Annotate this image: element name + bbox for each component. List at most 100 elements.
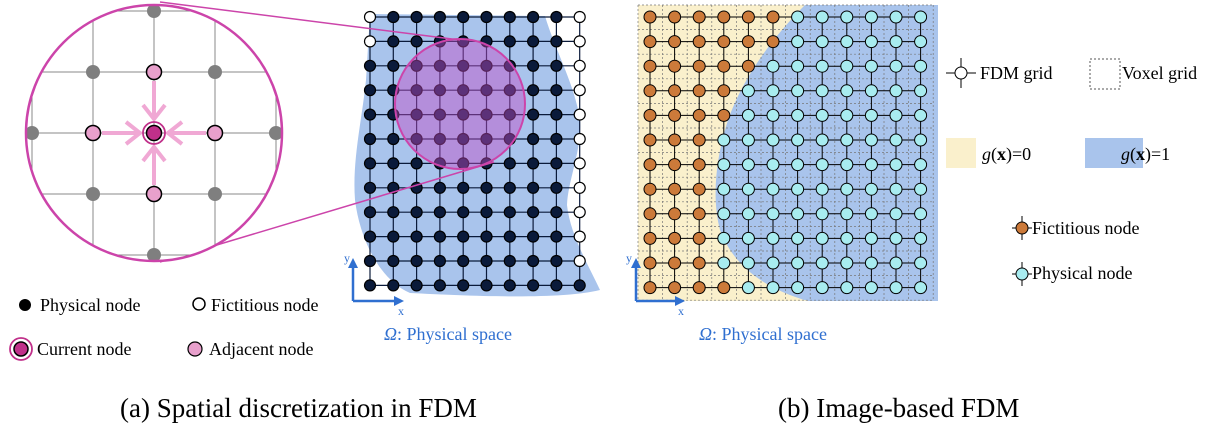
physical-node (717, 231, 731, 245)
physical-node (363, 230, 377, 243)
distant-node (269, 187, 282, 201)
physical-node (433, 254, 446, 268)
physical-node (815, 10, 829, 24)
axes-b: y x (626, 251, 685, 318)
fictitious-node (717, 108, 731, 122)
fictitious-node (573, 10, 586, 24)
fictitious-node (692, 256, 706, 270)
physical-node (791, 59, 805, 73)
physical-node (480, 279, 493, 292)
physical-node (717, 256, 731, 270)
physical-node (791, 231, 805, 245)
legend-physical-node-label: Physical node (40, 295, 141, 315)
legend-adjacent-node-label: Adjacent node (209, 339, 313, 359)
physical-node (433, 181, 446, 194)
fictitious-node (717, 59, 731, 73)
physical-node (741, 281, 755, 295)
physical-node (864, 108, 878, 122)
physical-node (433, 132, 446, 146)
physical-node (503, 157, 516, 170)
physical-node (387, 59, 400, 72)
physical-node (889, 133, 903, 147)
caption-b: (b) Image-based FDM (778, 393, 1019, 423)
physical-node (550, 59, 563, 72)
physical-node (791, 10, 805, 24)
physical-node (363, 157, 377, 170)
physical-node (410, 35, 423, 48)
physical-node (526, 10, 540, 24)
physical-node (914, 108, 928, 122)
fictitious-node (668, 231, 682, 245)
physical-node (914, 84, 928, 98)
physical-node (815, 35, 829, 49)
physical-node (864, 158, 878, 172)
fictitious-node (692, 207, 706, 221)
physical-node (864, 59, 878, 73)
physical-node (550, 206, 563, 219)
physical-node (914, 59, 928, 73)
adjacent-node (145, 63, 163, 81)
physical-node (550, 254, 563, 268)
physical-node (550, 132, 563, 146)
caption-a: (a) Spatial discretization in FDM (120, 393, 477, 423)
physical-node (363, 279, 377, 292)
physical-node (864, 256, 878, 270)
fictitious-node (573, 157, 586, 170)
zoom-view (24, 3, 284, 263)
physical-node (864, 84, 878, 98)
fictitious-node (766, 35, 780, 49)
physical-node (741, 108, 755, 122)
legend-a: Physical node Fictitious node Current no… (9, 295, 319, 361)
fictitious-node (741, 35, 755, 49)
physical-node (387, 254, 400, 268)
physical-node (387, 35, 400, 48)
physical-node (550, 230, 563, 243)
physical-node (433, 206, 446, 219)
physical-node (457, 132, 470, 146)
physical-node (503, 181, 516, 194)
legend-fictitious-node-label: Fictitious node (211, 295, 319, 315)
physical-node (410, 108, 423, 121)
legend-g0-label: g(x)=0 (982, 144, 1031, 165)
physical-node (363, 132, 377, 146)
physical-node (363, 254, 377, 268)
physical-node (480, 230, 493, 243)
physical-node (741, 182, 755, 196)
fictitious-node (692, 84, 706, 98)
fictitious-node (668, 35, 682, 49)
physical-node (457, 108, 470, 121)
physical-node (889, 35, 903, 49)
physical-node (387, 132, 400, 146)
fictitious-node (717, 84, 731, 98)
physical-node (433, 108, 446, 121)
legend-voxel-grid-label: Voxel grid (1122, 63, 1197, 83)
magnified-region-circle (394, 38, 526, 170)
adjacent-node (206, 124, 224, 142)
physical-node (457, 84, 470, 97)
physical-node (526, 132, 540, 146)
panel-b: y x Ω: Physical space FDM grid Voxel gri… (626, 4, 1197, 423)
distant-node (208, 187, 222, 201)
physical-node (550, 279, 563, 292)
physical-node (815, 231, 829, 245)
physical-node (526, 59, 540, 72)
physical-node (526, 279, 540, 292)
physical-node (864, 133, 878, 147)
physical-node (363, 181, 377, 194)
physical-node (410, 84, 423, 97)
physical-node (363, 84, 377, 97)
physical-node (387, 206, 400, 219)
legend-fictitious-node-marker (192, 297, 206, 311)
axes-a: y x (344, 251, 404, 318)
legend-g1-label: g(x)=1 (1121, 144, 1170, 165)
physical-node (914, 231, 928, 245)
distant-node (269, 248, 282, 261)
physical-node (717, 207, 731, 221)
physical-node (766, 182, 780, 196)
distant-node (26, 5, 39, 18)
physical-node (766, 256, 780, 270)
fictitious-node (668, 182, 682, 196)
fictitious-node (668, 281, 682, 295)
legend-b: FDM grid Voxel grid g(x)=0 g(x)=1 Fictit… (946, 58, 1197, 286)
